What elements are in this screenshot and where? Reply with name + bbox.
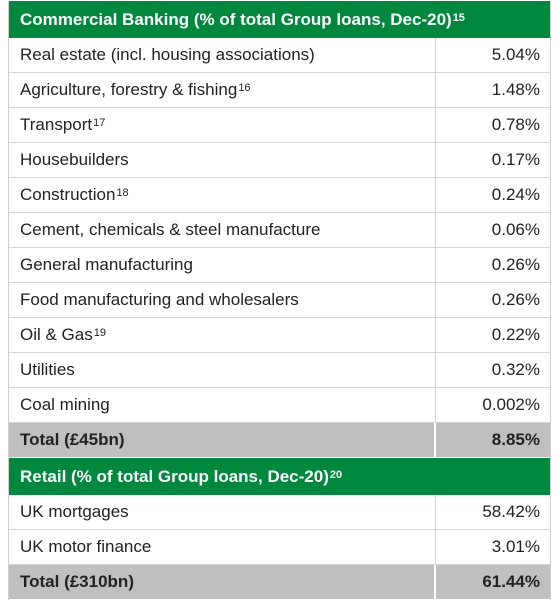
footnote-ref: 18 [116, 187, 129, 199]
row-label-cell: Housebuilders [9, 143, 436, 177]
row-label: UK motor finance [20, 537, 152, 556]
row-label: Transport [20, 115, 93, 134]
row-label: Coal mining [20, 395, 110, 414]
section-title: Commercial Banking (% of total Group loa… [20, 9, 452, 29]
total-row: Total (£45bn) 8.85% [9, 423, 550, 458]
footnote-ref: 16 [238, 82, 251, 94]
row-label-cell: Cement, chemicals & steel manufacture [9, 213, 436, 247]
table-row: Cement, chemicals & steel manufacture 0.0… [9, 213, 550, 248]
total-label-cell: Total (£45bn) [9, 423, 436, 457]
total-row: Total (£310bn) 61.44% [9, 565, 550, 600]
row-label-cell: Real estate (incl. housing associations) [9, 38, 436, 72]
footnote-ref: 19 [93, 327, 106, 339]
row-value: 0.17% [491, 150, 540, 169]
footnote-ref: 20 [329, 468, 343, 481]
row-value: 0.22% [491, 325, 540, 344]
total-label: Total (£310bn) [20, 572, 134, 591]
table-row: Transport 17 0.78% [9, 108, 550, 143]
table-row: Housebuilders 0.17% [9, 143, 550, 178]
row-label: General manufacturing [20, 255, 193, 274]
row-value: 1.48% [491, 80, 540, 99]
section-header: Retail (% of total Group loans, Dec-20) 2… [9, 458, 550, 495]
row-value: 0.26% [491, 290, 540, 309]
row-value: 58.42% [482, 502, 540, 521]
total-value: 8.85% [491, 430, 540, 449]
row-label: Food manufacturing and wholesalers [20, 290, 299, 309]
table-row: Agriculture, forestry & fishing 16 1.48% [9, 73, 550, 108]
section-title: Retail (% of total Group loans, Dec-20) [20, 466, 329, 486]
row-label-cell: Utilities [9, 353, 436, 387]
table-row: Utilities 0.32% [9, 353, 550, 388]
row-label-cell: Construction 18 [9, 178, 436, 212]
footnote-ref: 15 [452, 11, 465, 24]
row-value: 0.06% [491, 220, 540, 239]
section-header: Commercial Banking (% of total Group loa… [9, 1, 550, 38]
row-label-cell: General manufacturing [9, 248, 436, 282]
table-row: Coal mining 0.002% [9, 388, 550, 423]
total-label: Total (£45bn) [20, 430, 125, 449]
table-row: Real estate (incl. housing associations)… [9, 38, 550, 73]
table-row: Oil & Gas 19 0.22% [9, 318, 550, 353]
row-label-cell: UK motor finance [9, 530, 436, 564]
table-row: Construction 18 0.24% [9, 178, 550, 213]
row-value: 0.78% [491, 115, 540, 134]
row-label-cell: Transport 17 [9, 108, 436, 142]
row-label: Utilities [20, 360, 75, 379]
row-label: UK mortgages [20, 502, 129, 521]
row-label: Housebuilders [20, 150, 129, 169]
row-value: 0.32% [491, 360, 540, 379]
table-row: UK motor finance 3.01% [9, 530, 550, 565]
table-row: General manufacturing 0.26% [9, 248, 550, 283]
row-label: Agriculture, forestry & fishing [20, 80, 238, 99]
loan-table: Commercial Banking (% of total Group loa… [8, 1, 551, 600]
row-value: 3.01% [491, 537, 540, 556]
row-label-cell: Food manufacturing and wholesalers [9, 283, 436, 317]
row-value: 0.26% [491, 255, 540, 274]
total-value: 61.44% [482, 572, 540, 591]
table-row: UK mortgages 58.42% [9, 495, 550, 530]
table-row: Food manufacturing and wholesalers 0.26% [9, 283, 550, 318]
row-value: 5.04% [491, 45, 540, 64]
row-label: Cement, chemicals & steel manufacture [20, 220, 321, 239]
footnote-ref: 17 [93, 117, 106, 129]
row-label-cell: Coal mining [9, 388, 436, 422]
row-value: 0.24% [491, 185, 540, 204]
row-label: Construction [20, 185, 116, 204]
total-label-cell: Total (£310bn) [9, 565, 436, 599]
row-value: 0.002% [482, 395, 540, 414]
row-label: Oil & Gas [20, 325, 93, 344]
row-label-cell: UK mortgages [9, 495, 436, 529]
row-label-cell: Agriculture, forestry & fishing 16 [9, 73, 436, 107]
row-label: Real estate (incl. housing associations) [20, 45, 315, 64]
row-label-cell: Oil & Gas 19 [9, 318, 436, 352]
